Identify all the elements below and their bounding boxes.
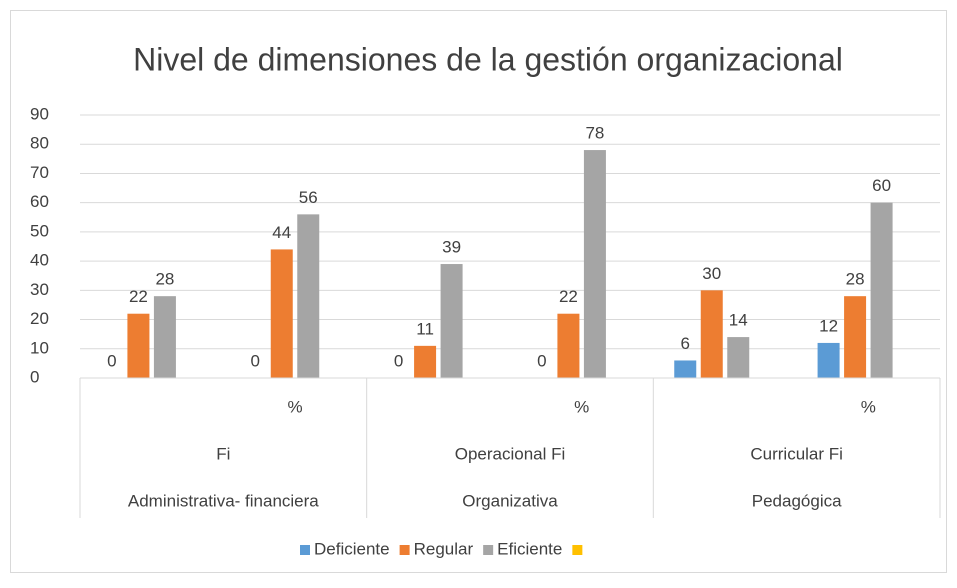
bar [414,345,437,378]
y-tick-label: 70 [30,163,49,182]
bar [153,296,176,378]
category-group-label: Pedagógica [752,491,842,510]
data-label: 0 [107,351,116,370]
bar [817,342,840,378]
category-group-label: Operacional Fi [455,444,566,463]
data-label: 22 [559,287,578,306]
data-label: 28 [846,270,865,289]
legend-swatch [572,545,583,555]
bar [440,264,463,378]
y-tick-label: 50 [30,221,49,240]
legend-swatch [399,545,410,555]
category-group-label: Fi [216,444,230,463]
y-tick-label: 90 [30,104,49,123]
bar [870,202,893,378]
bar [844,296,867,378]
data-label: 28 [155,270,174,289]
legend-swatch [300,545,310,555]
category-group-label: Organizativa [462,491,558,510]
data-label: 78 [585,124,604,143]
bar [727,337,750,378]
y-tick-label: 60 [30,192,49,211]
bar [700,290,723,378]
y-tick-label: 20 [30,309,49,328]
data-label: 39 [442,238,461,257]
chart-border [10,10,947,573]
data-label: 14 [729,311,748,330]
bar [297,214,320,378]
data-label: 0 [537,351,546,370]
data-label: 22 [129,287,148,306]
y-tick-label: 40 [30,251,49,270]
x-tick-label: % [574,397,589,416]
y-tick-label: 0 [30,367,39,386]
y-tick-label: 30 [30,280,49,299]
chart-title: Nivel de dimensiones de la gestión organ… [133,41,843,77]
legend-label: Eficiente [497,539,562,558]
data-label: 44 [272,223,291,242]
bar [674,360,697,378]
data-label: 12 [819,316,838,335]
y-tick-label: 80 [30,134,49,153]
legend-swatch [483,545,494,555]
data-label: 60 [872,176,891,195]
data-label: 0 [394,351,403,370]
data-label: 30 [702,264,721,283]
bar [127,313,150,378]
bar [557,313,580,378]
y-tick-label: 10 [30,338,49,357]
bar [270,249,293,378]
data-label: 0 [251,351,260,370]
bar [583,150,606,378]
category-group-label: Administrativa- financiera [128,491,319,510]
data-label: 6 [681,334,690,353]
x-tick-label: % [287,397,302,416]
category-group-label: Curricular Fi [750,444,843,463]
legend-label: Regular [414,539,474,558]
legend-label: Deficiente [314,539,390,558]
data-label: 56 [299,188,318,207]
x-tick-label: % [861,397,876,416]
data-label: 11 [416,319,434,338]
